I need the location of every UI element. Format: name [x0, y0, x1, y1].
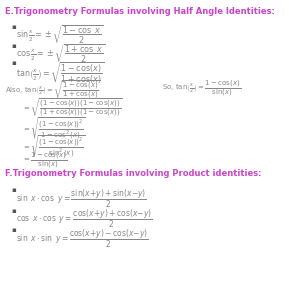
Text: $= \sqrt{\dfrac{(1-\cos(x))^2}{1-\cos^2(x)}}$: $= \sqrt{\dfrac{(1-\cos(x))^2}{1-\cos^2(… — [22, 116, 85, 141]
Text: $= \sqrt{\dfrac{(1-\cos(x))(1-\cos(x))}{(1+\cos(x))(1-\cos(x))}}$: $= \sqrt{\dfrac{(1-\cos(x))(1-\cos(x))}{… — [22, 97, 123, 119]
Text: ▪: ▪ — [12, 24, 16, 30]
Text: $\sin\ x \cdot \cos\ y = \dfrac{\sin(x{+}y)+\sin(x{-}y)}{2}$: $\sin\ x \cdot \cos\ y = \dfrac{\sin(x{+… — [16, 188, 147, 210]
Text: $= \dfrac{1-\cos(x)}{\sin(x)}$: $= \dfrac{1-\cos(x)}{\sin(x)}$ — [22, 151, 67, 170]
Text: Also, $\tan\!\left(\frac{x}{2}\right) = \sqrt{\dfrac{1-\cos(x)}{1+\cos(x)}}$: Also, $\tan\!\left(\frac{x}{2}\right) = … — [5, 79, 101, 101]
Text: ▪: ▪ — [12, 43, 16, 49]
Text: $\sin\ x \cdot \sin\ y = \dfrac{\cos(x{+}y)-\cos(x{-}y)}{2}$: $\sin\ x \cdot \sin\ y = \dfrac{\cos(x{+… — [16, 227, 149, 250]
Text: $\tan\!\left(\frac{x}{2}\right) = \sqrt{\dfrac{1-\cos(x)}{1+\cos(x)}}$: $\tan\!\left(\frac{x}{2}\right) = \sqrt{… — [16, 60, 104, 85]
Text: $\cos \frac{x}{2} = \pm\sqrt{\dfrac{1+\cos\ x}{2}}$: $\cos \frac{x}{2} = \pm\sqrt{\dfrac{1+\c… — [16, 43, 105, 65]
Text: ▪: ▪ — [12, 208, 16, 214]
Text: $= \sqrt{\dfrac{(1-\cos(x))^2}{\sin^2(x)}}$: $= \sqrt{\dfrac{(1-\cos(x))^2}{\sin^2(x)… — [22, 133, 85, 159]
Text: $\sin \frac{x}{2} = \pm\sqrt{\dfrac{1-\cos\ x}{2}}$: $\sin \frac{x}{2} = \pm\sqrt{\dfrac{1-\c… — [16, 24, 103, 46]
Text: $\cos\ x \cdot \cos\ y = \dfrac{\cos(x{+}y)+\cos(x{-}y)}{2}$: $\cos\ x \cdot \cos\ y = \dfrac{\cos(x{+… — [16, 208, 153, 230]
Text: ▪: ▪ — [12, 188, 16, 194]
Text: ▪: ▪ — [12, 60, 16, 66]
Text: E.Trigonometry Formulas involving Half Angle Identities:: E.Trigonometry Formulas involving Half A… — [5, 8, 275, 16]
Text: F.Trigonometry Formulas involving Product identities:: F.Trigonometry Formulas involving Produc… — [5, 169, 262, 178]
Text: ▪: ▪ — [12, 227, 16, 233]
Text: So, $\tan\!\left(\frac{x}{2}\right) = \dfrac{1-\cos(x)}{\sin(x)}$: So, $\tan\!\left(\frac{x}{2}\right) = \d… — [162, 79, 241, 98]
